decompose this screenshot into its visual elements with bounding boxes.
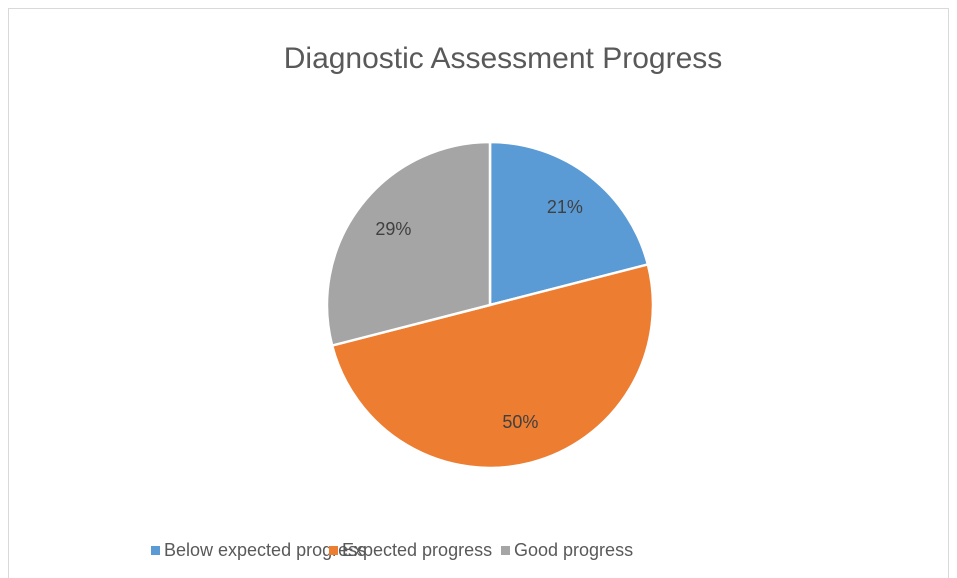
pie-slice <box>330 262 655 469</box>
pie-slice <box>488 140 650 307</box>
legend-label: Expected progress <box>342 540 492 560</box>
legend-label: Good progress <box>514 540 633 560</box>
chart-title: Diagnostic Assessment Progress <box>284 42 723 75</box>
legend-label: Below expected progress <box>164 540 366 560</box>
data-label: 50% <box>502 412 538 432</box>
data-label: 21% <box>547 197 583 217</box>
legend-swatch <box>501 546 510 555</box>
data-label: 29% <box>375 219 411 239</box>
legend-swatch <box>151 546 160 555</box>
pie-slice <box>325 140 492 348</box>
legend-swatch <box>329 546 338 555</box>
